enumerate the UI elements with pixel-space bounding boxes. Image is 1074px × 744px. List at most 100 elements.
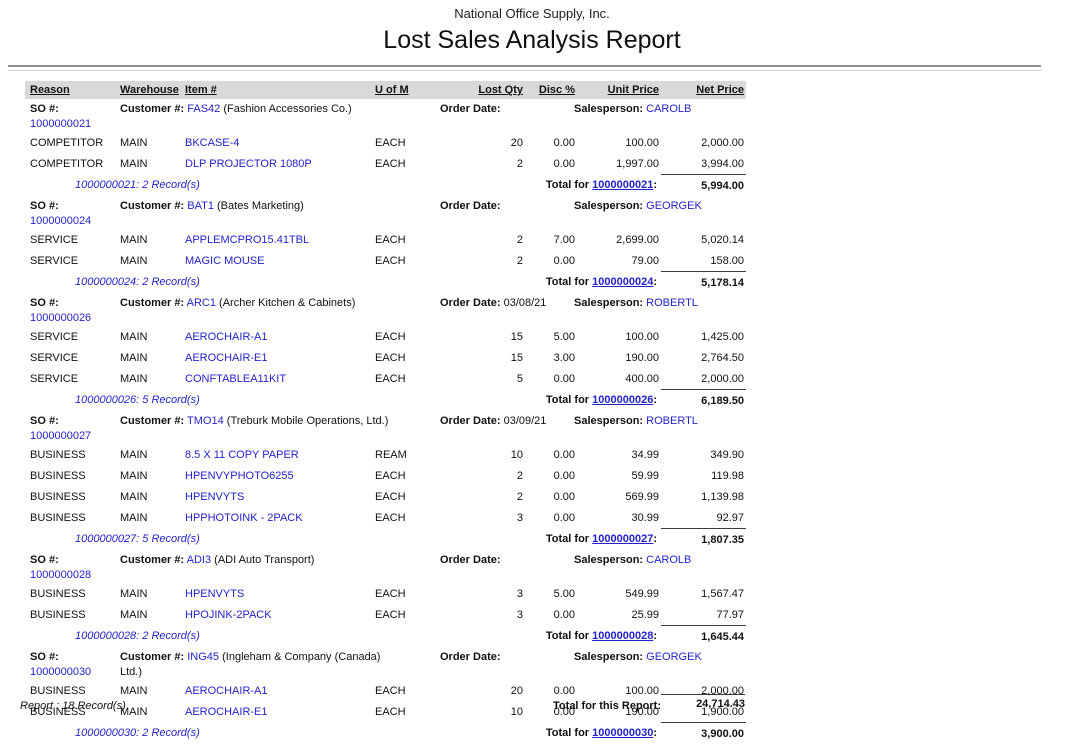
item-number-link[interactable]: 8.5 X 11 COPY PAPER: [185, 448, 299, 461]
item-number-link[interactable]: AEROCHAIR-E1: [185, 705, 268, 718]
group-record-count: 1000000021: 2 Record(s): [75, 179, 200, 192]
table-row: COMPETITOR MAIN BKCASE-4 EACH 20 0.00 100.00 2,…: [25, 132, 746, 153]
salesperson-link[interactable]: ROBERTL: [646, 415, 698, 427]
item-number-link[interactable]: HPENVYPHOTO6255: [185, 469, 294, 482]
disc-cell: 3.00: [553, 351, 575, 364]
so-number-link[interactable]: 1000000026: [30, 312, 92, 324]
item-number-link[interactable]: HPENVYTS: [185, 490, 245, 503]
net-price-cell: 1,900.00: [701, 705, 744, 718]
customer-name: (Treburk Mobile Operations, Ltd.): [226, 415, 389, 427]
lost-qty-cell: 20: [510, 136, 523, 149]
reason-cell: SERVICE: [30, 233, 79, 246]
reason-cell: BUSINESS: [30, 587, 86, 600]
customer-code-link[interactable]: TMO14: [187, 415, 224, 427]
so-number-link[interactable]: 1000000027: [30, 430, 92, 442]
group-footer-row: 1000000030: 2 Record(s) Total for 1000000…: [25, 722, 746, 744]
so-number-link[interactable]: 1000000024: [30, 215, 92, 227]
warehouse-cell: MAIN: [120, 351, 148, 364]
group-header: SO #: 1000000028Customer #: ADI3 (ADI Au…: [25, 550, 746, 583]
order-date-label: Order Date:: [440, 651, 501, 663]
group-header-row: SO #: 1000000026 Customer #: ARC1 (Archer…: [25, 293, 746, 326]
item-cell: BKCASE-4: [185, 132, 375, 153]
unit-price-cell: 34.99: [631, 448, 659, 461]
item-number-link[interactable]: DLP PROJECTOR 1080P: [185, 157, 312, 170]
column-header-lost-qty: Lost Qty: [437, 81, 525, 99]
total-so-number-link[interactable]: 1000000027: [592, 533, 654, 546]
item-number-link[interactable]: CONFTABLEA11KIT: [185, 372, 287, 385]
salesperson-link[interactable]: GEORGEK: [646, 200, 702, 212]
lost-qty-cell: 3: [516, 608, 523, 621]
group-header-cell: SO #: 1000000030Customer #: ING45 (Ingle…: [25, 647, 746, 680]
table-row: BUSINESS MAIN AEROCHAIR-E1 EACH 10 0.00 190.00…: [25, 701, 746, 723]
so-number-link[interactable]: 1000000030: [30, 666, 92, 678]
column-header-reason: Reason: [25, 81, 120, 99]
item-number-link[interactable]: APPLEMCPRO15.41TBL: [185, 233, 310, 246]
customer-code-link[interactable]: ING45: [187, 651, 220, 663]
salesperson-link[interactable]: CAROLB: [646, 554, 692, 566]
total-so-number-link[interactable]: 1000000024: [592, 276, 654, 289]
table-row: SERVICE MAIN AEROCHAIR-E1 EACH 15 3.00 190.00 2…: [25, 347, 746, 368]
item-number-link[interactable]: AEROCHAIR-E1: [185, 351, 268, 364]
item-number-link[interactable]: AEROCHAIR-A1: [185, 330, 268, 343]
total-colon: :: [653, 630, 657, 643]
salesperson-link[interactable]: ROBERTL: [646, 297, 698, 309]
column-header-warehouse: Warehouse: [120, 81, 185, 99]
total-so-number-link[interactable]: 1000000028: [592, 630, 654, 643]
net-price-cell: 77.97: [716, 608, 744, 621]
salesperson-segment: Salesperson: ROBERTL: [574, 414, 744, 429]
unit-price-cell: 569.99: [625, 490, 659, 503]
so-number-link[interactable]: 1000000021: [30, 118, 92, 130]
item-cell: DLP PROJECTOR 1080P: [185, 153, 375, 175]
group-header-row: SO #: 1000000027Customer #: TMO14 (Trebu…: [25, 411, 746, 444]
total-so-number-link[interactable]: 1000000021: [592, 179, 654, 192]
reason-cell: BUSINESS: [30, 448, 86, 461]
so-number-link[interactable]: 1000000028: [30, 569, 92, 581]
customer-code-link[interactable]: ADI3: [186, 554, 212, 566]
item-number-link[interactable]: HPENVYTS: [185, 587, 245, 600]
total-so-number-link[interactable]: 1000000026: [592, 394, 654, 407]
disc-cell: 5.00: [553, 587, 575, 600]
item-number-link[interactable]: HPPHOTOINK - 2PACK: [185, 511, 303, 524]
salesperson-link[interactable]: GEORGEK: [646, 651, 702, 663]
customer-segment: Customer #: ARC1 (Archer Kitchen & Cabin…: [120, 296, 440, 311]
total-for-label: Total for: [545, 727, 590, 740]
customer-segment: Customer #: TMO14 (Treburk Mobile Operat…: [120, 414, 440, 429]
net-price-cell: 5,020.14: [701, 233, 744, 246]
warehouse-cell: MAIN: [120, 136, 148, 149]
customer-code-link[interactable]: ARC1: [186, 297, 216, 309]
order-date-label: Order Date:: [440, 200, 501, 212]
item-cell: AEROCHAIR-A1: [185, 680, 375, 701]
item-number-link[interactable]: BKCASE-4: [185, 136, 240, 149]
unit-price-cell: 100.00: [625, 684, 659, 697]
item-cell: HPENVYPHOTO6255: [185, 465, 375, 486]
customer-code-link[interactable]: FAS42: [187, 103, 221, 115]
salesperson-link[interactable]: CAROLB: [646, 103, 692, 115]
group-header-cell: SO #: 1000000024Customer #: BAT1 (Bates …: [25, 196, 746, 229]
so-segment: SO #: 1000000030: [25, 650, 120, 680]
total-so-number-link[interactable]: 1000000030: [592, 727, 654, 740]
total-colon: :: [653, 179, 657, 192]
table-row: SERVICE MAIN APPLEMCPRO15.41TBL EACH 2 7.00 2,…: [25, 229, 746, 250]
customer-segment: Customer #: ADI3 (ADI Auto Transport): [120, 553, 440, 568]
uom-cell: EACH: [375, 136, 406, 149]
lost-qty-cell: 5: [516, 372, 523, 385]
customer-code-link[interactable]: BAT1: [187, 200, 214, 212]
disc-cell: 0.00: [553, 511, 575, 524]
group-total-label: Total for 1000000028:: [437, 626, 661, 648]
uom-cell: EACH: [375, 254, 406, 267]
so-label: SO #:: [30, 297, 59, 309]
net-price-cell: 2,000.00: [701, 372, 744, 385]
order-date-segment: Order Date: 03/09/21: [440, 414, 574, 429]
table-row: BUSINESS MAIN HPENVYPHOTO6255 EACH 2 0.00 59.9…: [25, 465, 746, 486]
item-cell: HPENVYTS: [185, 486, 375, 507]
group-header: SO #: 1000000026 Customer #: ARC1 (Archer…: [25, 293, 746, 326]
salesperson-segment: Salesperson: ROBERTL: [574, 296, 744, 311]
report-total-label: Total for this Report:: [553, 700, 661, 712]
item-cell: APPLEMCPRO15.41TBL: [185, 229, 375, 250]
disc-cell: 0.00: [553, 372, 575, 385]
item-number-link[interactable]: HPOJINK-2PACK: [185, 608, 272, 621]
item-number-link[interactable]: MAGIC MOUSE: [185, 254, 265, 267]
item-number-link[interactable]: AEROCHAIR-A1: [185, 684, 268, 697]
lost-qty-cell: 2: [516, 469, 523, 482]
order-date-value: 03/08/21: [503, 297, 547, 309]
